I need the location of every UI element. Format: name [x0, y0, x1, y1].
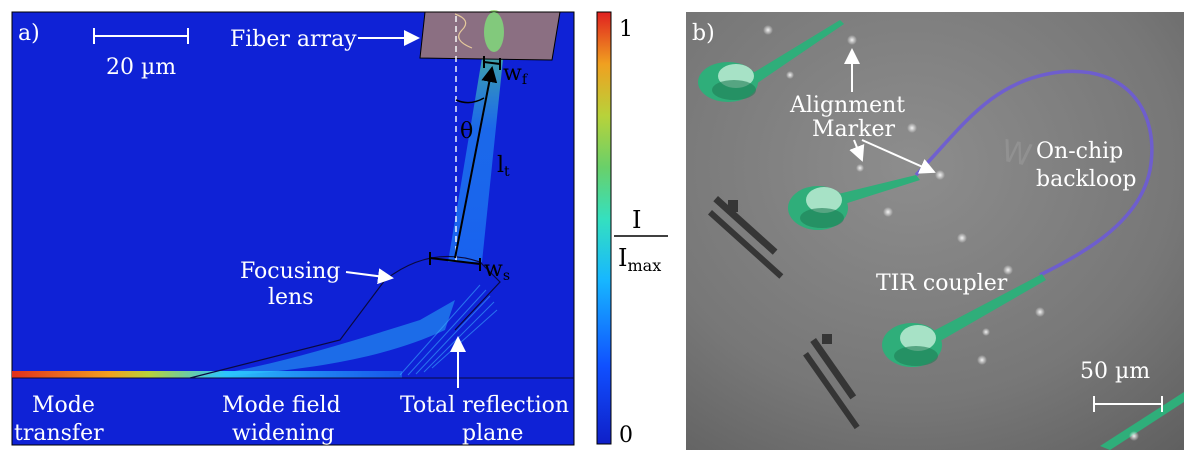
- alignment-label-2: Marker: [812, 117, 896, 142]
- beam-axis-arrow: [454, 66, 498, 259]
- theta-label: θ: [460, 119, 473, 144]
- fiber-core-mark: [454, 13, 473, 49]
- sem-image: [686, 12, 1184, 450]
- engraved-marks: [707, 195, 860, 430]
- panel-b: W: [686, 12, 1184, 450]
- alignment-markers: [763, 25, 1139, 441]
- colorbar: 1 0 I Imax: [596, 11, 668, 448]
- panel-a-tag: a): [18, 21, 40, 46]
- focusing-lens-label-1: Focusing: [240, 259, 340, 284]
- mode-field-label-1: Mode field: [222, 393, 341, 418]
- engraved-label-mark: W: [998, 134, 1034, 174]
- theta-arc: [455, 97, 485, 104]
- colorbar-max-label: 1: [619, 17, 633, 42]
- focusing-lens-arrow: [345, 268, 394, 285]
- wf-bracket: [483, 56, 501, 70]
- intensity-numerator: I: [632, 206, 641, 234]
- fiber-core-glow: [484, 12, 504, 52]
- taper-2: [830, 175, 920, 206]
- colorbar-min-label: 0: [619, 423, 633, 448]
- scale-bar-b-label: 50 µm: [1080, 359, 1150, 384]
- coupler-1: [698, 62, 758, 102]
- coupler-3: [882, 323, 942, 367]
- scale-bar-a-label: 20 µm: [106, 55, 176, 80]
- mode-widening-glow: [190, 300, 455, 378]
- tir-coupler-label: TIR coupler: [876, 271, 1008, 296]
- panel-b-tag: b): [692, 21, 715, 46]
- focusing-lens-label-2: lens: [268, 285, 314, 310]
- wf-label: wf: [503, 61, 529, 88]
- total-reflection-label-2: plane: [462, 421, 523, 446]
- taper-3: [920, 274, 1046, 348]
- total-reflection-label-1: Total reflection: [400, 393, 569, 418]
- on-chip-backloop: [914, 69, 1154, 277]
- mode-transfer-label-2: transfer: [14, 421, 104, 446]
- panel-a: a) 20 µm Fiber array wf θ lt ws Focusing…: [11, 10, 575, 446]
- fiber-array-label: Fiber array: [230, 27, 357, 52]
- intensity-denominator: Imax: [618, 244, 661, 275]
- alignment-arrow-left: [849, 139, 865, 162]
- scale-bar-b: [1093, 396, 1163, 412]
- coupler-2: [788, 186, 848, 230]
- backloop-label-1: On-chip: [1036, 139, 1123, 164]
- colorbar-gradient: [596, 11, 612, 445]
- taper-1: [748, 20, 844, 84]
- ws-label: ws: [484, 257, 510, 284]
- ws-bracket: [429, 252, 481, 271]
- scale-bar-a: [93, 28, 189, 44]
- alignment-label-1: Alignment: [789, 93, 905, 118]
- lt-label: lt: [497, 153, 510, 180]
- mode-transfer-label-1: Mode: [32, 393, 95, 418]
- alignment-arrow-right: [861, 139, 936, 174]
- waveguide-mode: [12, 371, 402, 378]
- mode-field-label-2: widening: [232, 421, 334, 446]
- backloop-label-2: backloop: [1036, 167, 1136, 192]
